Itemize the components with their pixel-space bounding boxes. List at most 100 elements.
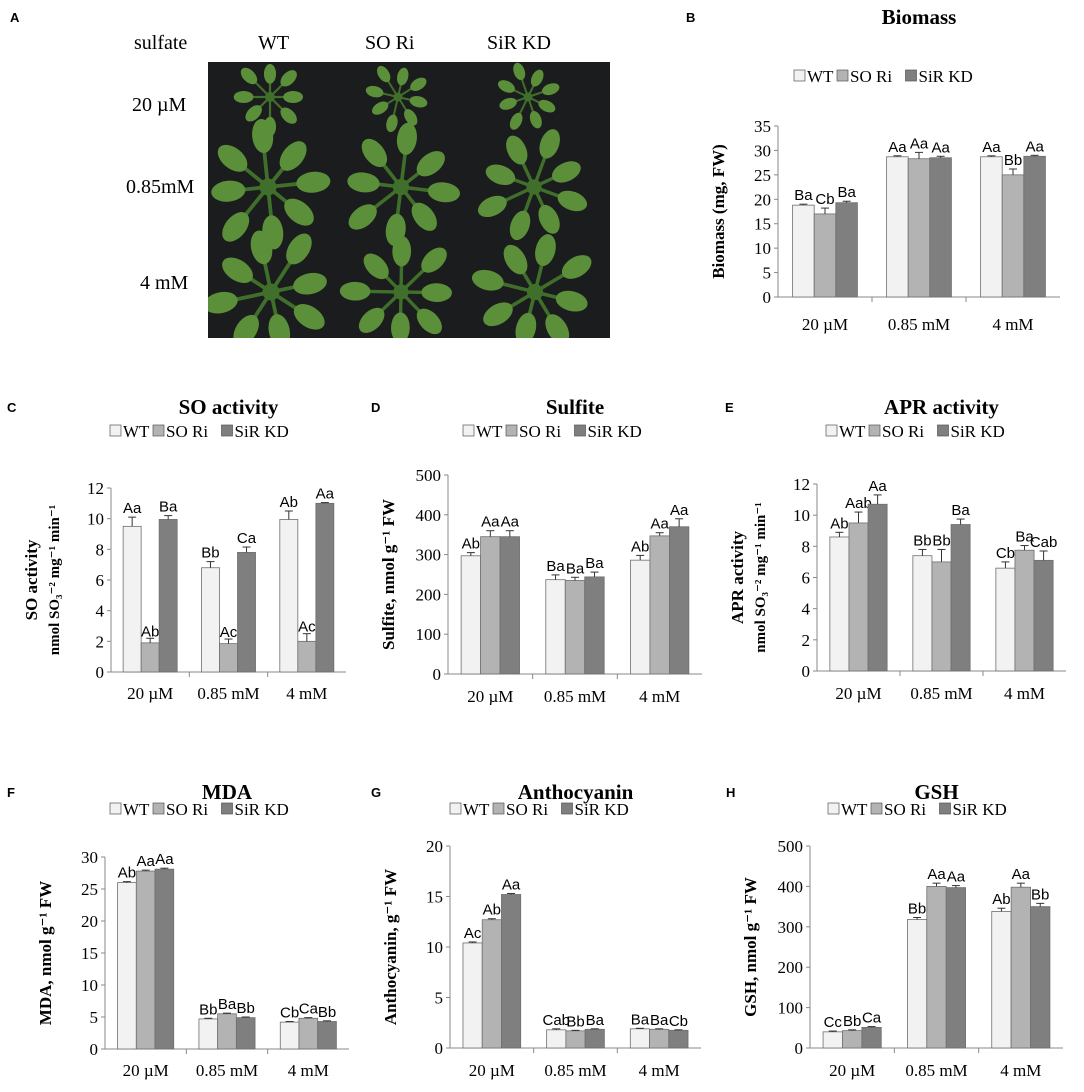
significance-label: Aa bbox=[982, 139, 1001, 156]
x-category-label: 4 mM bbox=[286, 684, 327, 703]
bar-wt bbox=[829, 536, 850, 672]
significance-label: Bb bbox=[566, 1013, 584, 1030]
y-tick-label: 10 bbox=[87, 510, 104, 529]
leaf-blade bbox=[539, 129, 560, 159]
rosette-plant bbox=[471, 234, 592, 338]
leaf-blade bbox=[538, 204, 560, 234]
y-tick-label: 10 bbox=[81, 976, 98, 995]
significance-label: Bb bbox=[932, 532, 950, 549]
bar-wt bbox=[546, 1029, 567, 1049]
chart-title: MDA bbox=[202, 780, 253, 804]
leaf-blade bbox=[280, 70, 297, 87]
leaf-blade bbox=[421, 283, 452, 302]
y-axis-label: Sulfite, nmol g⁻¹ FW bbox=[379, 499, 398, 650]
y-tick-label: 0 bbox=[802, 662, 811, 681]
significance-label: Aa bbox=[868, 478, 887, 495]
significance-label: Ba bbox=[159, 499, 178, 516]
legend-label: WT bbox=[463, 800, 490, 819]
bar-sir-kd bbox=[1033, 559, 1054, 672]
bar-sir-kd bbox=[669, 526, 690, 675]
leaf-blade bbox=[293, 272, 327, 295]
bar-so-ri bbox=[649, 1028, 670, 1049]
y-axis-label-units: nmol SO₃⁻² mg⁻¹ min⁻¹ bbox=[47, 505, 63, 656]
y-axis-label: GSH, nmol g⁻¹ FW bbox=[741, 877, 760, 1017]
column-header-sir-kd: SiR KD bbox=[487, 32, 551, 54]
x-category-label: 0.85 mM bbox=[196, 1061, 258, 1080]
significance-label: Cb bbox=[669, 1013, 688, 1030]
panel-letter-d: D bbox=[371, 400, 380, 415]
significance-label: Ba bbox=[585, 555, 604, 572]
leaf-blade bbox=[416, 308, 442, 335]
bar-so-ri bbox=[842, 1030, 863, 1049]
legend-swatch-sir-kd bbox=[221, 424, 233, 437]
leaf-blade bbox=[396, 122, 417, 155]
y-tick-label: 5 bbox=[435, 989, 444, 1008]
legend-label: SO Ri bbox=[850, 67, 892, 86]
legend-label: WT bbox=[807, 67, 834, 86]
legend-swatch-sir-kd bbox=[937, 424, 949, 437]
leaf-blade bbox=[471, 269, 504, 291]
bar-sir-kd bbox=[668, 1029, 689, 1049]
significance-label: Ba bbox=[837, 184, 856, 201]
leaf-blade bbox=[348, 204, 377, 230]
leaf-blade bbox=[410, 77, 427, 91]
rosette-plant bbox=[211, 118, 331, 250]
legend-label: SO Ri bbox=[519, 422, 561, 441]
x-category-label: 4 mM bbox=[639, 687, 680, 705]
leaf-blade bbox=[286, 233, 312, 265]
panel-d-sulfite-chart: D Sulfite WT SO Ri SiR KD 0 100 200 300 400 500 Sul… bbox=[371, 395, 702, 705]
legend-swatch-wt bbox=[449, 802, 462, 815]
leaf-blade bbox=[377, 65, 391, 83]
y-axis-label: Anthocyanin, g⁻¹ FW bbox=[381, 869, 400, 1025]
leaf-blade bbox=[240, 67, 258, 85]
leaf-blade bbox=[252, 118, 274, 154]
rosette-plant bbox=[208, 230, 327, 338]
bar-sir-kd bbox=[950, 524, 971, 672]
row-label-20um: 20 µM bbox=[132, 94, 187, 116]
x-category-label: 20 µM bbox=[469, 1061, 515, 1080]
legend-label: SiR KD bbox=[235, 800, 289, 819]
y-tick-label: 200 bbox=[416, 585, 442, 604]
significance-label: Ba bbox=[794, 187, 813, 204]
legend-label: SO Ri bbox=[882, 422, 924, 441]
legend-label: SiR KD bbox=[588, 422, 642, 441]
bar-so-ri bbox=[480, 536, 501, 675]
significance-label: Ab bbox=[992, 891, 1010, 908]
bar-so-ri bbox=[140, 642, 160, 673]
bar-sir-kd bbox=[235, 1017, 256, 1050]
leaf-blade bbox=[561, 255, 592, 279]
significance-label: Ba bbox=[951, 502, 970, 519]
leaf-blade bbox=[233, 90, 254, 104]
bar-sir-kd bbox=[835, 202, 858, 298]
x-category-label: 0.85 mM bbox=[544, 687, 606, 705]
y-tick-label: 300 bbox=[778, 918, 804, 937]
bar-so-ri bbox=[219, 643, 238, 673]
significance-label: Ac bbox=[464, 925, 482, 942]
x-category-label: 0.85 mM bbox=[905, 1061, 967, 1080]
leaf-blade bbox=[280, 107, 297, 124]
x-category-label: 4 mM bbox=[639, 1061, 680, 1080]
y-tick-label: 30 bbox=[81, 848, 98, 867]
bar-wt bbox=[980, 156, 1003, 298]
chart-title: GSH bbox=[914, 780, 958, 804]
x-category-label: 20 µM bbox=[835, 684, 881, 703]
row-label-4mm: 4 mM bbox=[140, 272, 189, 294]
bar-sir-kd bbox=[861, 1026, 882, 1049]
bar-sir-kd bbox=[237, 551, 256, 673]
rosette-plant bbox=[339, 235, 452, 338]
column-header-wt: WT bbox=[258, 32, 290, 54]
bar-sir-kd bbox=[317, 1021, 337, 1050]
leaf-blade bbox=[233, 314, 259, 338]
leaf-blade bbox=[222, 212, 250, 242]
significance-label: Ba bbox=[218, 996, 237, 1013]
significance-label: Aa bbox=[931, 139, 950, 156]
bar-so-ri bbox=[481, 919, 502, 1049]
significance-label: Aa bbox=[481, 514, 500, 531]
leaf-blade bbox=[296, 171, 331, 193]
significance-label: Aa bbox=[155, 851, 174, 868]
row-header-sulfate: sulfate bbox=[134, 32, 188, 54]
legend-label: SO Ri bbox=[166, 800, 208, 819]
rosette-center bbox=[262, 283, 280, 301]
y-tick-label: 10 bbox=[426, 938, 443, 957]
rosette-center bbox=[393, 284, 409, 300]
